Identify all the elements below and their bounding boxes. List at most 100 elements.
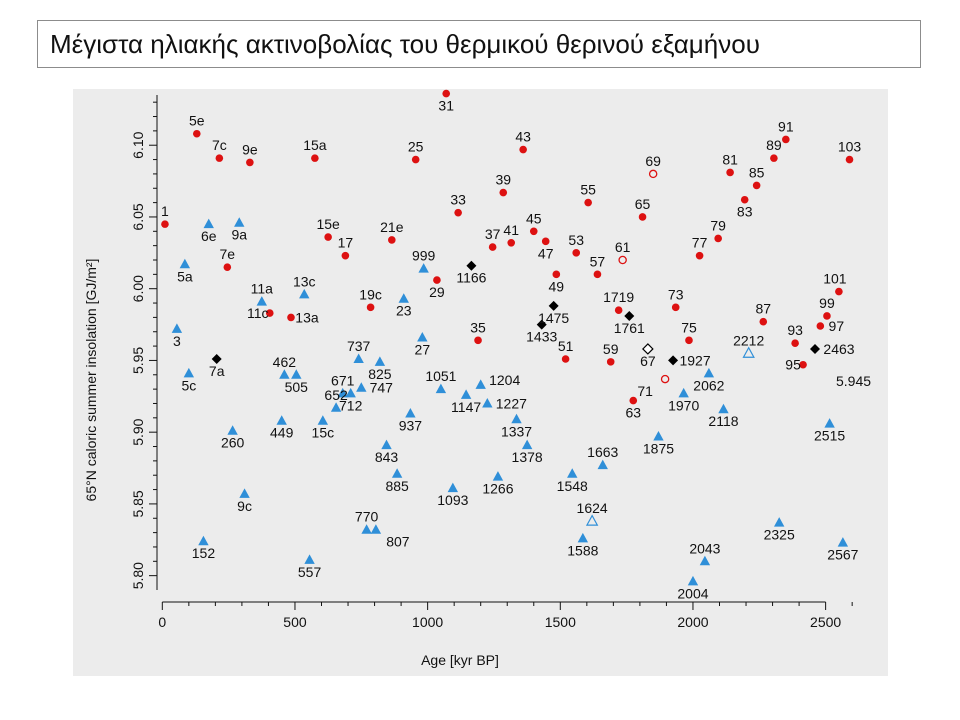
point-label: 449 xyxy=(270,425,294,441)
point-label: 1204 xyxy=(489,372,520,388)
point-label: 67 xyxy=(640,353,656,369)
point-label: 260 xyxy=(221,435,245,451)
point-label: 51 xyxy=(558,338,574,354)
point-label: 41 xyxy=(503,222,519,238)
y-tick-label: 6.10 xyxy=(130,131,146,158)
point-label: 505 xyxy=(285,379,309,395)
point-label: 83 xyxy=(737,204,753,220)
point-marker xyxy=(660,374,670,384)
point-label: 19c xyxy=(359,286,382,302)
point-label: 13a xyxy=(295,309,319,325)
point-label: 91 xyxy=(778,118,794,134)
y-tick-label: 5.90 xyxy=(130,418,146,445)
point-label: 23 xyxy=(396,303,412,319)
point-label: 5a xyxy=(177,268,193,284)
point-label: 2212 xyxy=(733,332,764,348)
point-marker xyxy=(234,217,245,227)
point-label: 21e xyxy=(380,219,404,235)
point-marker xyxy=(521,439,533,450)
x-tick-label: 1500 xyxy=(545,614,576,630)
point-label: 2004 xyxy=(677,585,708,601)
point-label: 1719 xyxy=(603,289,634,305)
point-label: 87 xyxy=(755,301,771,317)
y-tick-label: 6.05 xyxy=(130,203,146,230)
point-marker xyxy=(824,418,835,428)
point-marker xyxy=(256,296,268,306)
point-label: 1093 xyxy=(437,492,468,508)
point-label: 843 xyxy=(375,449,399,465)
point-label: 2325 xyxy=(764,527,795,543)
point-label: 462 xyxy=(273,354,297,370)
point-marker xyxy=(304,554,315,564)
point-label: 1548 xyxy=(557,478,588,494)
point-marker xyxy=(291,369,302,379)
point-marker xyxy=(726,168,734,177)
point-marker xyxy=(287,313,295,322)
point-marker xyxy=(585,514,599,526)
point-marker xyxy=(577,532,589,543)
point-marker xyxy=(519,145,527,154)
point-label: 712 xyxy=(339,397,363,413)
point-label: 7c xyxy=(212,137,227,153)
point-label: 1266 xyxy=(482,481,513,497)
point-marker xyxy=(810,343,821,354)
point-marker xyxy=(668,355,679,366)
point-marker xyxy=(411,155,420,164)
point-marker xyxy=(466,260,477,271)
point-marker xyxy=(215,154,224,162)
point-label: 9e xyxy=(242,141,258,157)
point-marker xyxy=(246,158,254,167)
point-marker xyxy=(699,555,711,566)
point-label: 29 xyxy=(429,284,445,300)
point-label: 770 xyxy=(355,509,379,525)
point-label: 57 xyxy=(590,253,606,269)
point-marker xyxy=(211,354,222,364)
point-marker xyxy=(703,367,715,378)
point-marker xyxy=(370,524,382,534)
point-marker xyxy=(279,369,290,379)
point-label: 652 xyxy=(324,387,348,403)
point-label: 1663 xyxy=(587,444,618,460)
point-marker xyxy=(433,276,441,284)
point-marker xyxy=(474,336,482,345)
point-marker xyxy=(341,251,350,260)
point-label: 2567 xyxy=(827,547,858,563)
point-label: 33 xyxy=(450,192,466,208)
point-label: 885 xyxy=(385,478,409,494)
slide-title: Μέγιστα ηλιακής ακτινοβολίας του θερμικο… xyxy=(37,20,921,68)
point-label: 5e xyxy=(189,113,205,129)
x-tick-label: 1000 xyxy=(412,614,443,630)
point-label: 15a xyxy=(303,137,327,153)
point-marker xyxy=(454,208,462,217)
y-axis-title: 65°N caloric summer insolation [GJ/m²] xyxy=(83,259,99,502)
point-marker xyxy=(752,181,761,190)
point-label: 99 xyxy=(819,295,835,311)
point-marker xyxy=(442,89,451,98)
point-label: 31 xyxy=(438,98,454,114)
point-marker xyxy=(345,387,356,398)
point-label: 15e xyxy=(316,216,340,232)
point-label: 63 xyxy=(625,405,641,421)
point-label: 1378 xyxy=(512,449,543,465)
point-label: 999 xyxy=(412,248,436,264)
point-marker xyxy=(584,198,592,207)
point-label: 1433 xyxy=(526,329,557,345)
point-label: 17 xyxy=(338,235,354,251)
point-marker xyxy=(529,227,538,236)
point-label: 1927 xyxy=(679,352,710,368)
point-marker xyxy=(388,236,396,244)
point-marker xyxy=(624,310,635,321)
point-marker xyxy=(317,415,329,425)
y-tick-label: 5.80 xyxy=(130,562,146,589)
point-marker xyxy=(356,382,367,392)
point-marker xyxy=(361,524,372,534)
point-marker xyxy=(227,425,238,435)
point-label: 69 xyxy=(645,153,661,169)
point-label: 6e xyxy=(201,228,217,244)
point-marker xyxy=(773,517,785,527)
point-label: 47 xyxy=(538,245,554,261)
point-marker xyxy=(171,323,183,333)
point-marker xyxy=(536,319,547,330)
point-label: 2118 xyxy=(708,413,738,429)
point-marker xyxy=(391,468,403,478)
